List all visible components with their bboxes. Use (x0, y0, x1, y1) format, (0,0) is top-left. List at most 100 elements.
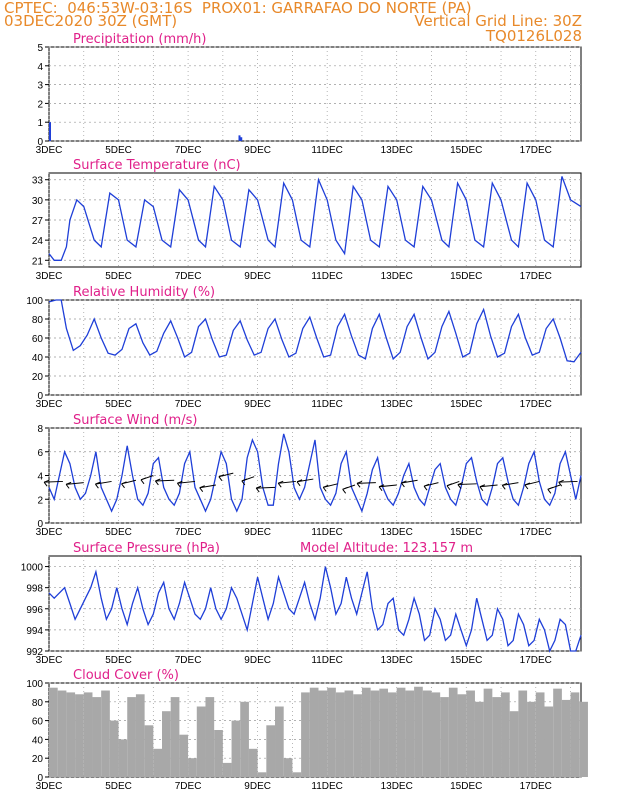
xtick-label: 17DEC (520, 271, 552, 282)
ytick-label: 3 (37, 81, 43, 92)
wind-arrow-head (558, 479, 564, 487)
wind-arrow-shaft (177, 480, 196, 484)
xtick-label: 5DEC (105, 655, 132, 666)
xtick-label: 15DEC (450, 527, 482, 538)
wind-arrow-head (255, 485, 262, 493)
xtick-label: 11DEC (311, 145, 343, 156)
wind-arrow-shaft (479, 484, 498, 488)
cloud-bar (405, 690, 415, 777)
cloud-bar (266, 725, 276, 777)
cloud-bar (353, 694, 362, 777)
wind-arrow-shaft (66, 482, 84, 485)
cloud-bar (422, 690, 432, 777)
cloud-bar (553, 688, 562, 777)
ytick-label: 996 (26, 605, 43, 616)
xtick-label: 13DEC (381, 655, 413, 666)
cloud-bar (49, 687, 58, 777)
xtick-label: 7DEC (175, 145, 202, 156)
xtick-label: 5DEC (105, 399, 132, 410)
xtick-label: 9DEC (244, 145, 271, 156)
xtick-label: 5DEC (105, 527, 132, 538)
cloud-bar (318, 690, 328, 777)
xtick-label: 15DEC (450, 399, 482, 410)
panel-1: 0 1 2 3 4 5 3DEC 5DEC 7DEC 9DEC 11DEC 13DEC 15DEC 17D… (36, 32, 582, 156)
cloud-bar (118, 739, 128, 777)
panel-frame (48, 46, 582, 142)
cloud-bar (127, 697, 136, 777)
xtick-label: 5DEC (105, 145, 132, 156)
cloud-bar (474, 701, 484, 777)
wind-arrow-head (95, 481, 101, 489)
header-date: 03DEC2020 30Z (GMT) (4, 12, 178, 30)
cloud-bar (179, 734, 189, 777)
ytick-label: 27 (32, 216, 44, 227)
cloud-bar (205, 697, 215, 777)
xtick-label: 17DEC (520, 527, 552, 538)
cloud-bar (518, 690, 528, 777)
wind-arrow-head (218, 474, 225, 481)
cloud-bar (214, 730, 223, 777)
wind-arrow-shaft (278, 480, 296, 484)
wind-arrow-shaft (256, 486, 276, 489)
ytick-label: 1 (37, 118, 43, 129)
cloud-bar (535, 692, 545, 777)
wind-arrow-head (322, 484, 329, 492)
wind-arrow-head (423, 483, 430, 491)
xtick-label: 3DEC (36, 399, 63, 410)
ytick-label: 100 (26, 296, 43, 307)
xtick-label: 7DEC (175, 655, 202, 666)
xtick-label: 3DEC (36, 145, 63, 156)
wind-arrow-shaft (502, 482, 519, 486)
cloud-bar (440, 697, 449, 777)
ytick-label: 8 (37, 424, 43, 435)
cloud-bar (431, 692, 441, 777)
wind-arrow-head (457, 482, 464, 489)
wind-arrow-head (524, 482, 531, 490)
panel-5: 992 994 996 998 1000 3DEC 5DEC 7DEC 9DEC 11DEC 13D… (21, 541, 582, 666)
cloud-bar (101, 690, 110, 777)
xtick-label: 3DEC (36, 271, 63, 282)
ytick-label: 0 (37, 519, 43, 530)
xtick-label: 17DEC (520, 145, 552, 156)
wind-arrow-shaft (44, 480, 63, 483)
xtick-label: 7DEC (175, 781, 202, 792)
ytick-label: 20 (32, 754, 44, 765)
ytick-label: 80 (32, 698, 44, 709)
panel-title: Precipitation (mm/h) (73, 32, 206, 47)
cloud-bar (248, 748, 258, 777)
xtick-label: 5DEC (105, 271, 132, 282)
panel-4: 0 2 4 6 8 3DEC 5DEC 7DEC 9DEC 11DEC 13DEC 15DEC 17DE… (36, 413, 582, 538)
header-model-id: TQ0126L028 (485, 27, 582, 45)
cloud-bar (144, 725, 154, 777)
wind-arrow-shaft (155, 479, 175, 482)
xtick-label: 13DEC (381, 527, 413, 538)
ytick-label: 4 (37, 62, 43, 73)
wind-arrow-head (378, 484, 385, 492)
precip-bar (240, 137, 243, 141)
ytick-label: 21 (32, 256, 44, 267)
wind-arrow-head (154, 478, 161, 486)
cloud-bar (509, 711, 519, 777)
xtick-label: 13DEC (381, 145, 413, 156)
wind-arrow-shaft (379, 484, 397, 488)
cloud-bar (579, 701, 588, 777)
panel-title: Surface Pressure (hPa) (73, 541, 220, 556)
xtick-label: 3DEC (36, 527, 63, 538)
wind-arrow-head (547, 486, 554, 494)
cloud-bar (83, 692, 93, 777)
ytick-label: 33 (32, 176, 44, 187)
cloud-bar (527, 701, 536, 777)
xtick-label: 9DEC (244, 781, 271, 792)
wind-arrow-head (199, 485, 205, 493)
cloud-bar (414, 686, 423, 777)
cloud-bar (162, 711, 171, 777)
cloud-bar (370, 690, 380, 777)
cloud-bar (570, 692, 580, 777)
cloud-bar (344, 690, 354, 777)
wind-arrow-head (356, 480, 363, 488)
cloud-bar (301, 692, 310, 777)
wind-arrow-head (176, 480, 183, 488)
cloud-bar (561, 699, 571, 777)
cloud-bar (231, 720, 241, 777)
ytick-label: 4 (37, 472, 43, 483)
